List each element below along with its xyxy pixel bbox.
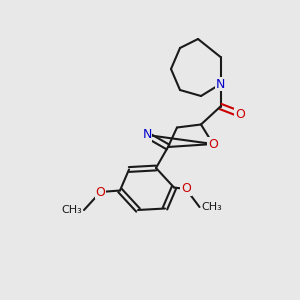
Text: N: N — [216, 77, 225, 91]
Text: CH₃: CH₃ — [201, 202, 222, 212]
Text: CH₃: CH₃ — [62, 205, 82, 215]
Text: O: O — [181, 182, 191, 196]
Text: N: N — [142, 128, 152, 142]
Text: O: O — [208, 137, 218, 151]
Text: O: O — [235, 107, 245, 121]
Text: O: O — [96, 185, 105, 199]
